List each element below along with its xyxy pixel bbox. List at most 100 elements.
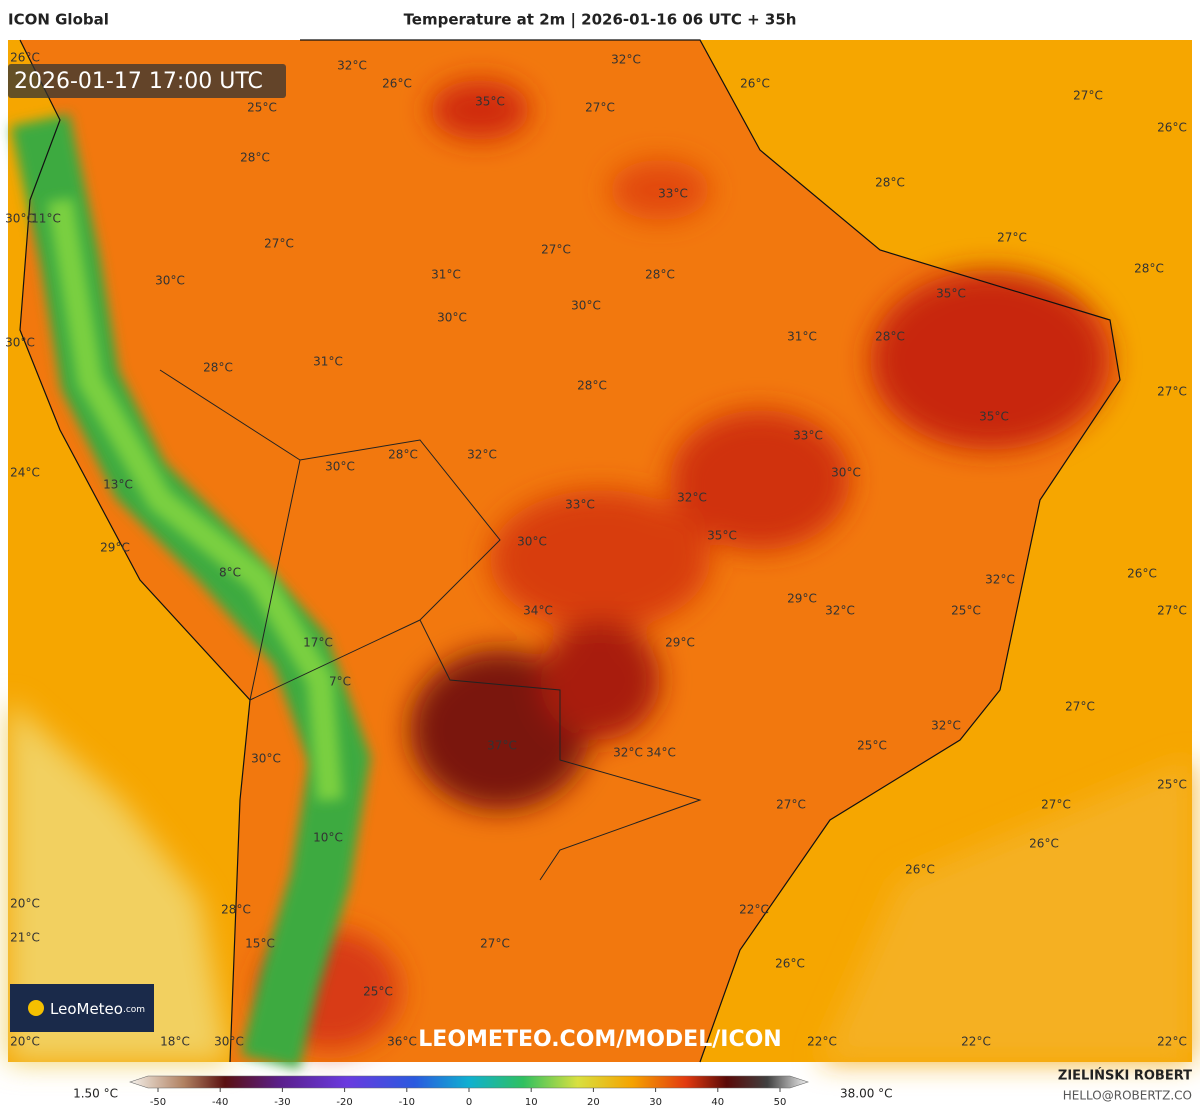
temp-label: 32°C (337, 59, 367, 73)
colorbar-tick-label: -20 (336, 1097, 352, 1108)
temp-label: 20°C (10, 1035, 40, 1049)
temp-label: 27°C (997, 231, 1027, 245)
temp-label: 25°C (1157, 778, 1187, 792)
logo-text: LeoMeteo.com (50, 1000, 145, 1018)
legend-min: 1.50 °C (73, 1087, 118, 1101)
watermark: LEOMETEO.COM/MODEL/ICON (418, 1027, 781, 1052)
temp-label: 22°C (961, 1035, 991, 1049)
temp-label: 30°C (517, 535, 547, 549)
temp-label: 35°C (475, 95, 505, 109)
colorbar-tick-label: 50 (774, 1097, 787, 1108)
temp-label: 30°C (155, 274, 185, 288)
temp-label: 31°C (787, 330, 817, 344)
temp-label: 11°C (31, 212, 61, 226)
temp-label: 27°C (1157, 385, 1187, 399)
temp-label: 30°C (571, 299, 601, 313)
temp-label: 28°C (577, 379, 607, 393)
temp-label: 22°C (1157, 1035, 1187, 1049)
temp-label: 13°C (103, 478, 133, 492)
temp-label: 30°C (325, 460, 355, 474)
temp-label: 32°C (611, 53, 641, 67)
temp-label: 28°C (203, 361, 233, 375)
temp-label: 26°C (740, 77, 770, 91)
temp-label: 29°C (665, 636, 695, 650)
temp-label: 27°C (541, 243, 571, 257)
temp-label: 26°C (382, 77, 412, 91)
temp-label: 27°C (480, 937, 510, 951)
temp-label: 27°C (1065, 700, 1095, 714)
temp-label: 28°C (875, 176, 905, 190)
temp-label: 27°C (264, 237, 294, 251)
colorbar (129, 1075, 809, 1089)
temp-label: 18°C (160, 1035, 190, 1049)
temp-label: 34°C (523, 604, 553, 618)
temp-label: 32°C (467, 448, 497, 462)
temp-label: 27°C (1073, 89, 1103, 103)
temp-label: 17°C (303, 636, 333, 650)
colorbar-tick-label: 40 (711, 1097, 724, 1108)
temp-label: 27°C (776, 798, 806, 812)
timestamp: 2026-01-17 17:00 UTC (14, 69, 263, 94)
colorbar-ticks: -50 -40 -30 -20 -10 0 10 20 30 40 50 (150, 1088, 787, 1108)
temp-label: 37°C (487, 739, 517, 753)
temp-label: 25°C (951, 604, 981, 618)
colorbar-tick-label: -10 (399, 1097, 415, 1108)
temp-label: 32°C (931, 719, 961, 733)
temp-label: 30°C (251, 752, 281, 766)
model-name: ICON Global (8, 11, 109, 29)
colorbar-tick-label: 0 (466, 1097, 472, 1108)
temp-label: 27°C (1157, 604, 1187, 618)
temp-label: 29°C (787, 592, 817, 606)
temp-label: 27°C (1041, 798, 1071, 812)
temp-label: 28°C (388, 448, 418, 462)
temperature-labels: 26°C 32°C 32°C 26°C 26°C 27°C 25°C 35°C 27°C 26°C… (5, 51, 1187, 1049)
temp-label: 28°C (240, 151, 270, 165)
temp-label: 36°C (387, 1035, 417, 1049)
temp-label: 7°C (329, 675, 351, 689)
temp-label: 35°C (979, 410, 1009, 424)
logo-suffix: .com (123, 1005, 145, 1015)
logo-sun (28, 1000, 44, 1016)
colorbar-tick-label: 10 (525, 1097, 538, 1108)
temp-label: 25°C (247, 101, 277, 115)
legend-max: 38.00 °C (840, 1087, 893, 1101)
temp-label: 15°C (245, 937, 275, 951)
temp-label: 8°C (219, 566, 241, 580)
temp-label: 30°C (214, 1035, 244, 1049)
temp-label: 28°C (875, 330, 905, 344)
colorbar-tick-label: 20 (587, 1097, 600, 1108)
logo-name: LeoMeteo (50, 1000, 123, 1018)
temp-label: 26°C (1029, 837, 1059, 851)
temp-label: 35°C (707, 529, 737, 543)
temp-label: 26°C (1127, 567, 1157, 581)
temp-label: 26°C (775, 957, 805, 971)
temp-label: 21°C (10, 931, 40, 945)
temp-label: 24°C (10, 466, 40, 480)
colorbar-tick-label: 30 (649, 1097, 662, 1108)
temp-label: 22°C (807, 1035, 837, 1049)
temp-label: 30°C (5, 336, 35, 350)
map (8, 39, 1192, 1070)
temp-label: 31°C (431, 268, 461, 282)
temp-label: 30°C (831, 466, 861, 480)
temp-label: 33°C (793, 429, 823, 443)
colorbar-tick-label: -50 (150, 1097, 166, 1108)
temp-label: 26°C (1157, 121, 1187, 135)
temp-label: 32°C (825, 604, 855, 618)
colorbar-tick-label: -30 (274, 1097, 290, 1108)
temp-label: 27°C (585, 101, 615, 115)
title: Temperature at 2m | 2026-01-16 06 UTC + … (404, 11, 797, 30)
temp-label: 28°C (1134, 262, 1164, 276)
temp-label: 28°C (645, 268, 675, 282)
temp-label: 32°C (985, 573, 1015, 587)
temp-label: 31°C (313, 355, 343, 369)
temp-label: 33°C (658, 187, 688, 201)
temp-label: 20°C (10, 897, 40, 911)
temp-label: 26°C (10, 51, 40, 65)
colorbar-tick-label: -40 (212, 1097, 228, 1108)
temp-label: 32°C (613, 746, 643, 760)
logo[interactable]: LeoMeteo.com (10, 984, 154, 1032)
email[interactable]: HELLO@ROBERTZ.CO (1063, 1089, 1192, 1103)
temp-label: 22°C (739, 903, 769, 917)
